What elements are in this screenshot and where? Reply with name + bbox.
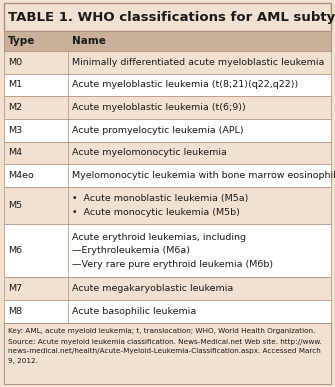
Text: M7: M7 bbox=[8, 284, 22, 293]
Text: Acute promyelocytic leukemia (APL): Acute promyelocytic leukemia (APL) bbox=[72, 126, 244, 135]
Text: Type: Type bbox=[8, 36, 36, 46]
Text: TABLE 1. WHO classifications for AML subtypes: TABLE 1. WHO classifications for AML sub… bbox=[8, 10, 335, 24]
Text: M4eo: M4eo bbox=[8, 171, 34, 180]
Bar bbox=[4, 300, 331, 323]
Text: M4: M4 bbox=[8, 148, 22, 158]
Text: —Erythroleukemia (M6a): —Erythroleukemia (M6a) bbox=[72, 246, 190, 255]
Text: Acute erythroid leukemias, including: Acute erythroid leukemias, including bbox=[72, 233, 246, 241]
Text: Acute myeloblastic leukemia (t(6;9)): Acute myeloblastic leukemia (t(6;9)) bbox=[72, 103, 246, 112]
Bar bbox=[4, 187, 331, 224]
Bar bbox=[4, 224, 331, 277]
Bar bbox=[4, 96, 331, 119]
Text: Acute myelomonocytic leukemia: Acute myelomonocytic leukemia bbox=[72, 148, 227, 158]
Text: Minimally differentiated acute myeloblastic leukemia: Minimally differentiated acute myeloblas… bbox=[72, 58, 324, 67]
Text: 9, 2012.: 9, 2012. bbox=[8, 358, 38, 364]
Text: news-medical.net/health/Acute-Myeloid-Leukemia-Classification.aspx. Accessed Mar: news-medical.net/health/Acute-Myeloid-Le… bbox=[8, 348, 321, 354]
Text: M0: M0 bbox=[8, 58, 22, 67]
Text: —Very rare pure erythroid leukemia (M6b): —Very rare pure erythroid leukemia (M6b) bbox=[72, 260, 273, 269]
Text: M8: M8 bbox=[8, 307, 22, 316]
Bar bbox=[4, 323, 331, 384]
Text: M3: M3 bbox=[8, 126, 22, 135]
Text: M6: M6 bbox=[8, 246, 22, 255]
Text: Myelomonocytic leukemia with bone marrow eosinophilia: Myelomonocytic leukemia with bone marrow… bbox=[72, 171, 335, 180]
Text: Key: AML, acute myeloid leukemia; t, translocation; WHO, World Health Organizati: Key: AML, acute myeloid leukemia; t, tra… bbox=[8, 328, 315, 334]
Bar bbox=[4, 119, 331, 142]
Text: Acute basophilic leukemia: Acute basophilic leukemia bbox=[72, 307, 196, 316]
Bar bbox=[4, 142, 331, 164]
Text: Acute myeloblastic leukemia (t(8;21)(q22,q22)): Acute myeloblastic leukemia (t(8;21)(q22… bbox=[72, 80, 298, 89]
Bar bbox=[4, 277, 331, 300]
Text: M2: M2 bbox=[8, 103, 22, 112]
Bar bbox=[4, 31, 331, 51]
Text: Name: Name bbox=[72, 36, 106, 46]
Bar bbox=[4, 164, 331, 187]
Text: Source: Acute myeloid leukemia classification. News-Medical.net Web site. http:/: Source: Acute myeloid leukemia classific… bbox=[8, 339, 322, 345]
Text: •  Acute monocytic leukemia (M5b): • Acute monocytic leukemia (M5b) bbox=[72, 208, 240, 217]
Text: M5: M5 bbox=[8, 201, 22, 210]
Bar bbox=[4, 74, 331, 96]
Bar bbox=[4, 3, 331, 31]
Bar bbox=[4, 51, 331, 74]
Text: M1: M1 bbox=[8, 80, 22, 89]
Text: •  Acute monoblastic leukemia (M5a): • Acute monoblastic leukemia (M5a) bbox=[72, 194, 248, 203]
Text: Acute megakaryoblastic leukemia: Acute megakaryoblastic leukemia bbox=[72, 284, 233, 293]
